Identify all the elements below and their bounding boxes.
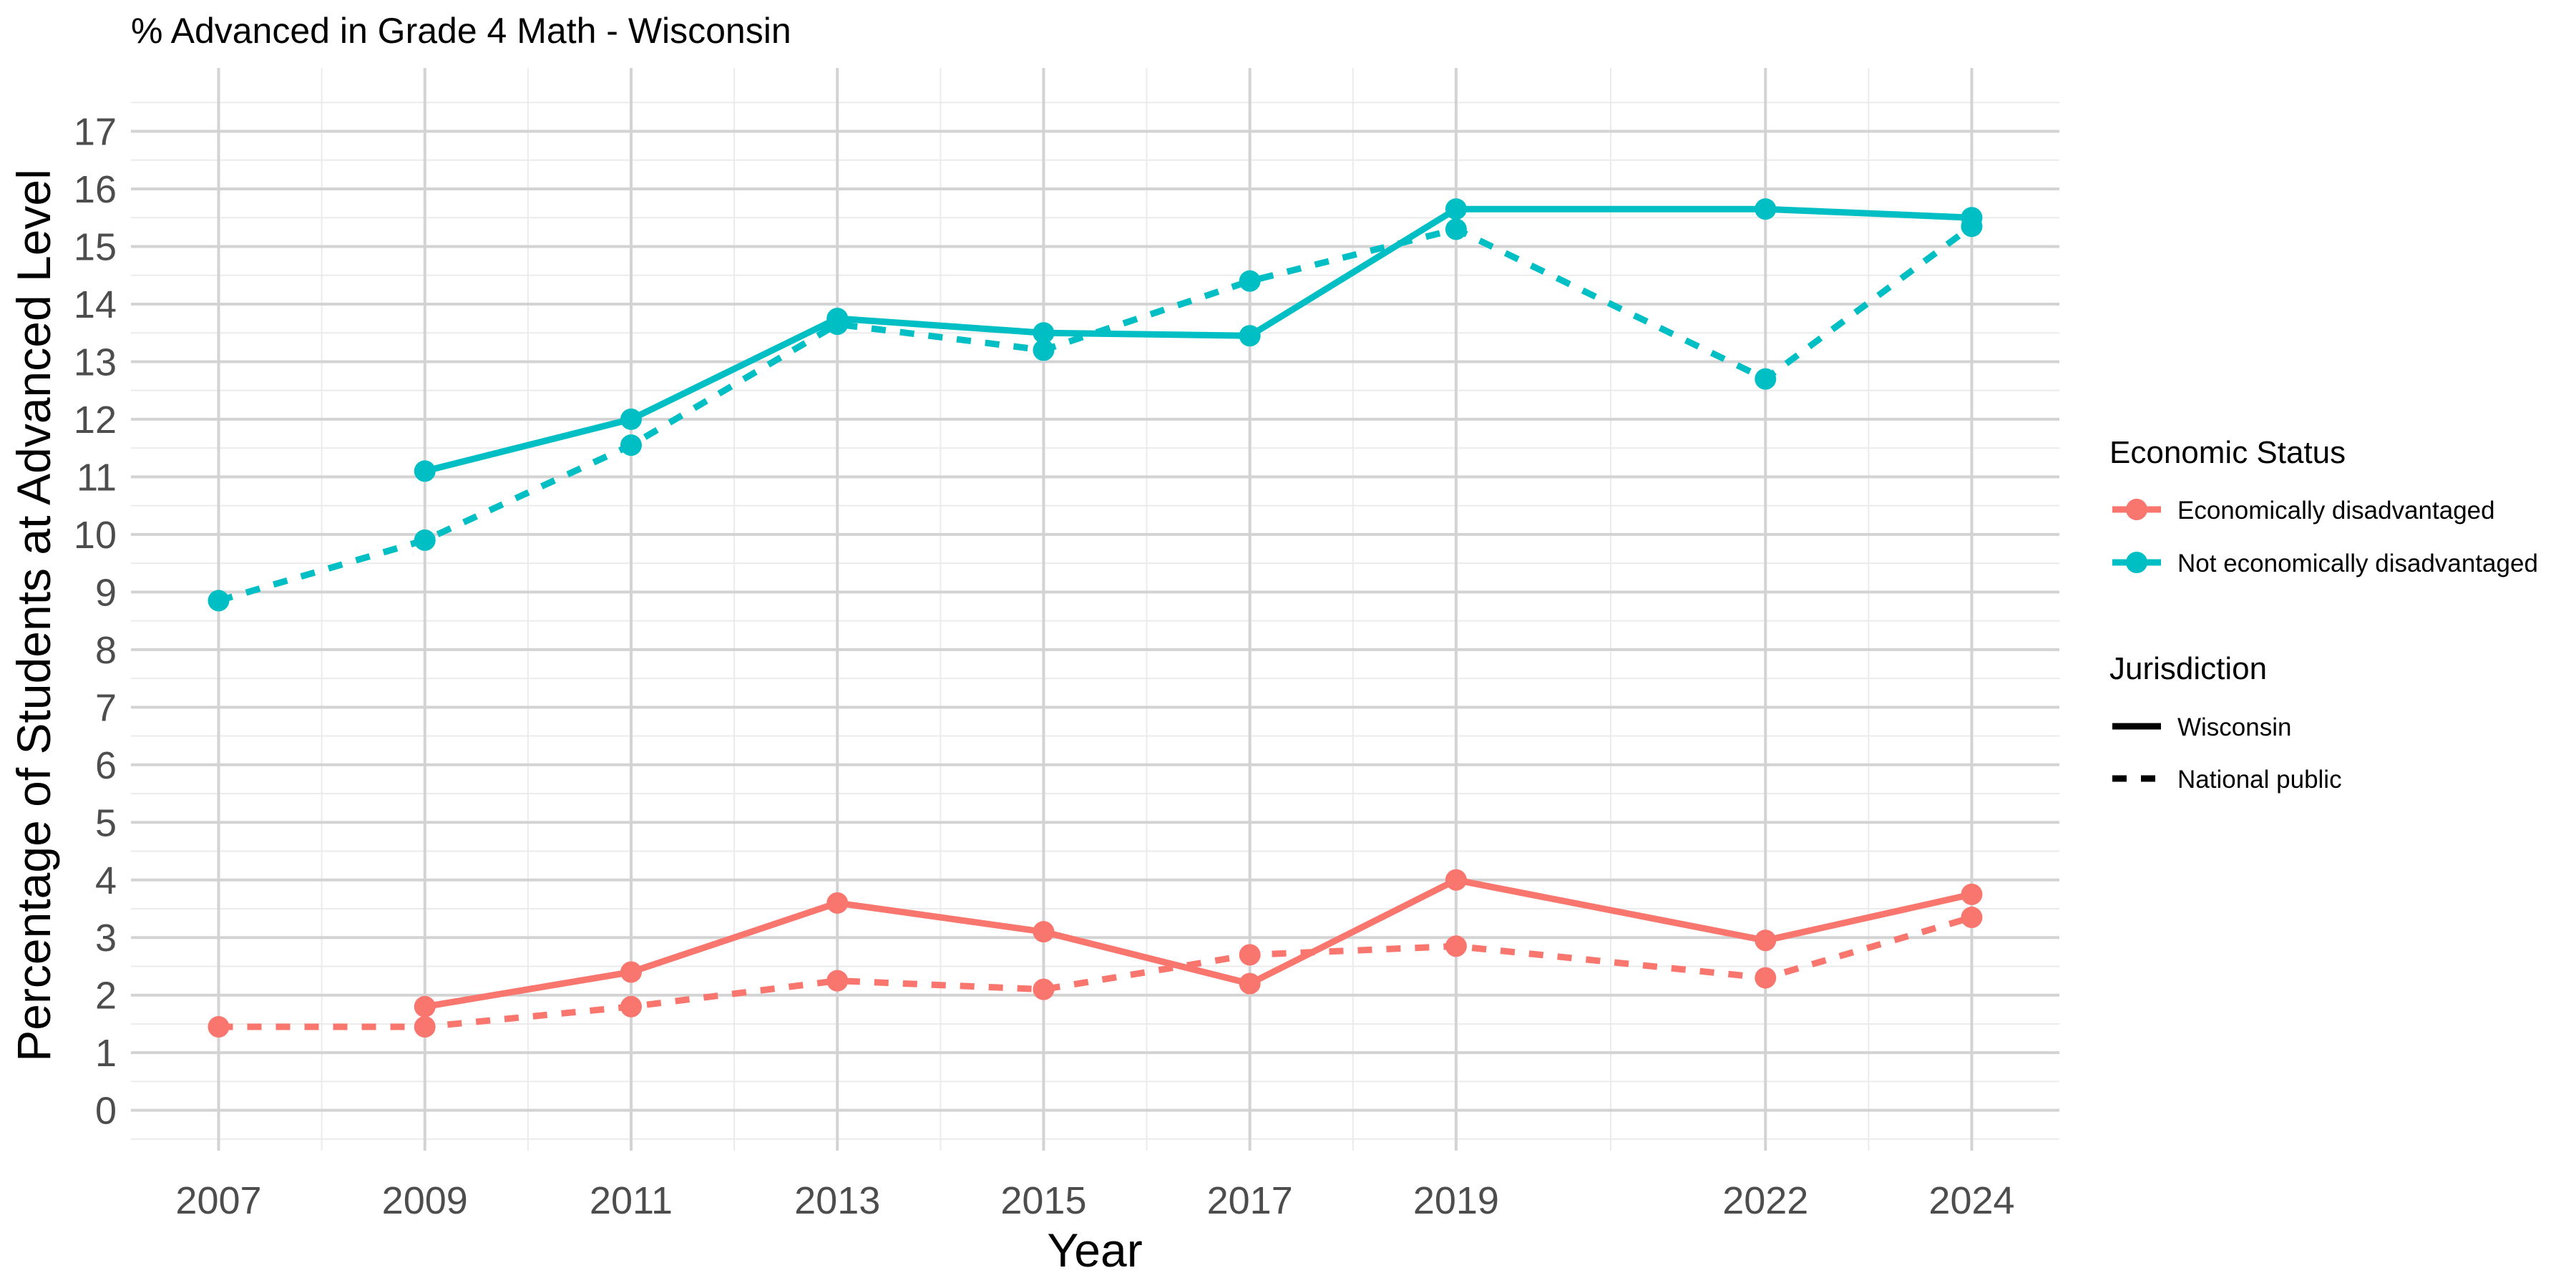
data-point <box>414 995 436 1018</box>
data-point <box>1239 270 1261 292</box>
x-axis-title: Year <box>1047 1224 1142 1277</box>
series-layer <box>208 198 1983 1038</box>
series-not-economically-disadvantaged-national-public <box>208 215 1983 612</box>
data-point <box>1755 967 1777 989</box>
x-tick-label: 2015 <box>1000 1179 1086 1222</box>
series-economically-disadvantaged-national-public <box>208 907 1983 1038</box>
data-point <box>1033 978 1055 1000</box>
data-point <box>1445 869 1467 891</box>
data-point <box>1239 972 1261 995</box>
data-point <box>1033 339 1055 361</box>
data-point <box>620 995 642 1018</box>
data-point <box>1033 322 1055 344</box>
data-point <box>208 1015 230 1038</box>
x-tick-label: 2017 <box>1207 1179 1293 1222</box>
legend-item-not-economically-disadvantaged: Not economically disadvantaged <box>2112 550 2538 577</box>
legend: Economic Status Economically disadvantag… <box>2109 435 2538 794</box>
y-tick-label: 7 <box>95 686 117 729</box>
data-point <box>1961 883 1983 905</box>
data-point <box>620 961 642 983</box>
data-point <box>620 408 642 430</box>
data-point <box>1033 921 1055 943</box>
legend-item-national-public: National public <box>2112 766 2342 794</box>
data-point <box>826 313 849 336</box>
data-point <box>1445 218 1467 240</box>
data-point <box>826 970 849 992</box>
series-line <box>424 877 1973 1010</box>
y-axis-title: Percentage of Students at Advanced Level <box>7 169 60 1062</box>
legend-label-wisconsin: Wisconsin <box>2177 713 2291 741</box>
data-point <box>1239 325 1261 347</box>
y-tick-label: 13 <box>74 341 117 384</box>
data-point <box>1755 930 1777 952</box>
x-tick-label: 2013 <box>794 1179 880 1222</box>
y-tick-label: 3 <box>95 917 117 960</box>
legend-label-not-economically-disadvantaged: Not economically disadvantaged <box>2177 550 2538 577</box>
data-point <box>1239 944 1261 966</box>
y-tick-label: 8 <box>95 629 117 672</box>
data-point <box>1445 935 1467 957</box>
data-point <box>1755 198 1777 220</box>
y-tick-label: 15 <box>74 225 117 268</box>
data-point <box>826 892 849 914</box>
legend-label-national-public: National public <box>2177 766 2342 794</box>
y-tick-label: 9 <box>95 571 117 614</box>
data-point <box>1961 215 1983 238</box>
y-tick-label: 5 <box>95 801 117 844</box>
legend-item-wisconsin: Wisconsin <box>2112 713 2291 741</box>
legend-title-jurisdiction: Jurisdiction <box>2109 651 2267 686</box>
series-line <box>424 205 1972 474</box>
chart-title: % Advanced in Grade 4 Math - Wisconsin <box>131 11 791 51</box>
legend-item-economically-disadvantaged: Economically disadvantaged <box>2112 497 2495 525</box>
y-tick-label: 16 <box>74 168 117 211</box>
y-tick-label: 11 <box>77 456 117 499</box>
x-tick-label: 2024 <box>1928 1179 2014 1222</box>
data-point <box>208 590 230 612</box>
data-point <box>414 460 436 482</box>
data-point <box>414 529 436 551</box>
legend-key-economically-disadvantaged-point <box>2126 499 2147 520</box>
y-tick-label: 10 <box>74 514 117 557</box>
data-point <box>1755 368 1777 390</box>
data-point <box>414 1015 436 1038</box>
x-tick-label: 2009 <box>382 1179 468 1222</box>
y-tick-label: 6 <box>95 744 117 787</box>
x-tick-label: 2019 <box>1413 1179 1499 1222</box>
y-tick-label: 12 <box>74 399 117 441</box>
data-point <box>1445 198 1467 220</box>
y-tick-label: 1 <box>95 1032 117 1075</box>
x-tick-label: 2022 <box>1722 1179 1808 1222</box>
data-point <box>1961 907 1983 929</box>
x-axis-tick-labels: 2007 2009 2011 2013 2015 2017 2019 2022 2024 <box>175 1179 2014 1222</box>
legend-label-economically-disadvantaged: Economically disadvantaged <box>2177 497 2495 525</box>
x-tick-label: 2007 <box>175 1179 261 1222</box>
y-tick-label: 14 <box>74 283 117 326</box>
y-tick-label: 4 <box>95 859 117 902</box>
y-tick-label: 2 <box>95 975 117 1018</box>
legend-title-economic-status: Economic Status <box>2109 435 2346 470</box>
series-economically-disadvantaged-wisconsin <box>414 869 1983 1018</box>
x-tick-label: 2011 <box>590 1179 673 1222</box>
major-gridlines <box>131 68 2059 1151</box>
legend-key-not-economically-disadvantaged-point <box>2126 552 2147 573</box>
y-tick-label: 0 <box>95 1090 117 1133</box>
data-point <box>620 434 642 457</box>
y-tick-label: 17 <box>74 111 117 154</box>
